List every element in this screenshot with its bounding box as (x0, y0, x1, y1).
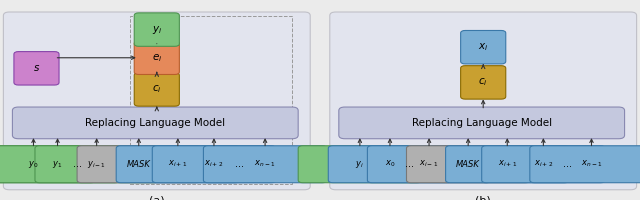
Text: ...: ... (405, 159, 414, 169)
FancyBboxPatch shape (134, 41, 179, 74)
FancyBboxPatch shape (204, 146, 327, 183)
Text: $\mathit{x_{n-1}}$: $\mathit{x_{n-1}}$ (255, 159, 276, 169)
FancyBboxPatch shape (339, 107, 625, 139)
FancyBboxPatch shape (152, 146, 276, 183)
Text: $\mathit{y_i}$: $\mathit{y_i}$ (152, 24, 162, 36)
Text: $\mathit{y_1}$: $\mathit{y_1}$ (52, 159, 63, 170)
FancyBboxPatch shape (3, 12, 310, 190)
Text: ...: ... (563, 159, 572, 169)
FancyBboxPatch shape (77, 146, 200, 183)
FancyBboxPatch shape (445, 146, 569, 183)
FancyBboxPatch shape (0, 146, 119, 183)
FancyBboxPatch shape (35, 146, 158, 183)
Text: $\mathit{x_{n-1}}$: $\mathit{x_{n-1}}$ (581, 159, 602, 169)
FancyBboxPatch shape (367, 146, 491, 183)
FancyBboxPatch shape (12, 107, 298, 139)
FancyBboxPatch shape (298, 146, 422, 183)
Text: $\mathit{x_{i+2}}$: $\mathit{x_{i+2}}$ (534, 159, 553, 169)
FancyBboxPatch shape (461, 66, 506, 99)
FancyBboxPatch shape (461, 30, 506, 64)
Text: $\mathit{x_{i+2}}$: $\mathit{x_{i+2}}$ (204, 159, 223, 169)
Text: $\mathit{x_0}$: $\mathit{x_0}$ (385, 159, 395, 169)
Text: $\mathit{c_i}$: $\mathit{c_i}$ (478, 76, 488, 88)
Text: $\mathit{c_i}$: $\mathit{c_i}$ (152, 84, 162, 95)
Text: $\mathit{e_i}$: $\mathit{e_i}$ (152, 52, 162, 64)
FancyBboxPatch shape (530, 146, 640, 183)
Text: (b): (b) (476, 195, 491, 200)
Text: $\mathit{y_i}$: $\mathit{y_i}$ (355, 159, 364, 170)
Text: (a): (a) (149, 195, 164, 200)
Text: MASK: MASK (127, 160, 150, 169)
Text: $\mathit{y_{i-1}}$: $\mathit{y_{i-1}}$ (87, 159, 106, 170)
Text: ...: ... (72, 159, 81, 169)
FancyBboxPatch shape (14, 52, 59, 85)
FancyBboxPatch shape (134, 13, 179, 46)
FancyBboxPatch shape (330, 12, 637, 190)
Text: ...: ... (235, 159, 244, 169)
Text: $\mathit{x_i}$: $\mathit{x_i}$ (478, 41, 488, 53)
FancyBboxPatch shape (0, 146, 95, 183)
FancyBboxPatch shape (328, 146, 452, 183)
FancyBboxPatch shape (116, 146, 239, 183)
Text: MASK: MASK (456, 160, 480, 169)
Text: Replacing Language Model: Replacing Language Model (412, 118, 552, 128)
FancyBboxPatch shape (406, 146, 530, 183)
Text: $\mathit{y_0}$: $\mathit{y_0}$ (28, 159, 38, 170)
Text: Replacing Language Model: Replacing Language Model (85, 118, 225, 128)
FancyBboxPatch shape (482, 146, 605, 183)
FancyBboxPatch shape (134, 73, 179, 106)
Text: $\mathit{s}$: $\mathit{s}$ (33, 63, 40, 73)
Text: $\mathit{x_{i+1}}$: $\mathit{x_{i+1}}$ (168, 159, 188, 169)
Text: $\mathit{x_{i-1}}$: $\mathit{x_{i-1}}$ (419, 159, 438, 169)
Text: $\mathit{x_{i+1}}$: $\mathit{x_{i+1}}$ (498, 159, 517, 169)
